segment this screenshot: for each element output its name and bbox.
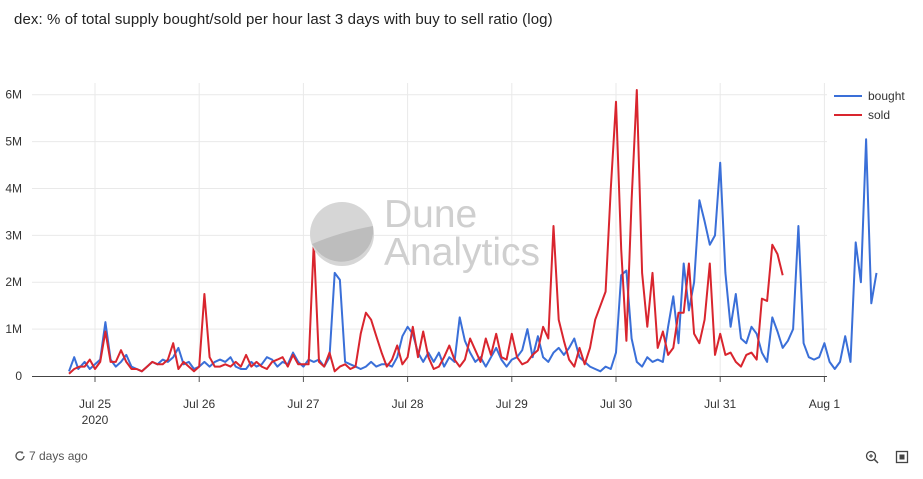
y-tick-label: 3M (5, 228, 22, 242)
last-updated-text: 7 days ago (29, 449, 88, 463)
chart-grid (32, 83, 827, 376)
series-lines (68, 89, 878, 375)
embed-icon[interactable] (895, 450, 909, 464)
y-tick-label: 0 (15, 369, 22, 383)
legend-swatch-bought (834, 94, 862, 97)
footer-actions (865, 450, 909, 464)
series-line-bought (68, 138, 878, 373)
x-tick-label: Jul 31 (704, 397, 736, 411)
x-tick-label: Jul 25 (79, 397, 111, 411)
x-tick-label: Jul 28 (392, 397, 424, 411)
legend-label-bought: bought (868, 88, 905, 103)
x-axis: Jul 25 2020 Jul 26 Jul 27 Jul 28 Jul 29 Jul 30… (32, 376, 840, 427)
chart-legend: bought sold (834, 86, 905, 124)
legend-item-bought[interactable]: bought (834, 86, 905, 105)
x-tick-label: Jul 29 (496, 397, 528, 411)
y-tick-label: 4M (5, 181, 22, 195)
x-tick-label: Jul 30 (600, 397, 632, 411)
x-tick-label: Aug 1 (809, 397, 841, 411)
y-tick-label: 2M (5, 275, 22, 289)
refresh-icon (15, 451, 25, 461)
y-tick-label: 5M (5, 135, 22, 149)
x-tick-sublabel: 2020 (82, 413, 109, 427)
legend-item-sold[interactable]: sold (834, 105, 905, 124)
x-tick-label: Jul 27 (287, 397, 319, 411)
y-axis: 0 1M 2M 3M 4M 5M 6M (5, 88, 22, 383)
y-tick-label: 6M (5, 88, 22, 102)
last-updated: 7 days ago (14, 449, 88, 463)
chart-title: dex: % of total supply bought/sold per h… (14, 11, 553, 28)
zoom-in-icon[interactable] (865, 450, 879, 464)
y-tick-label: 1M (5, 322, 22, 336)
x-tick-label: Jul 26 (183, 397, 215, 411)
legend-label-sold: sold (868, 107, 891, 122)
series-line-sold (68, 89, 784, 375)
legend-swatch-sold (834, 113, 862, 116)
